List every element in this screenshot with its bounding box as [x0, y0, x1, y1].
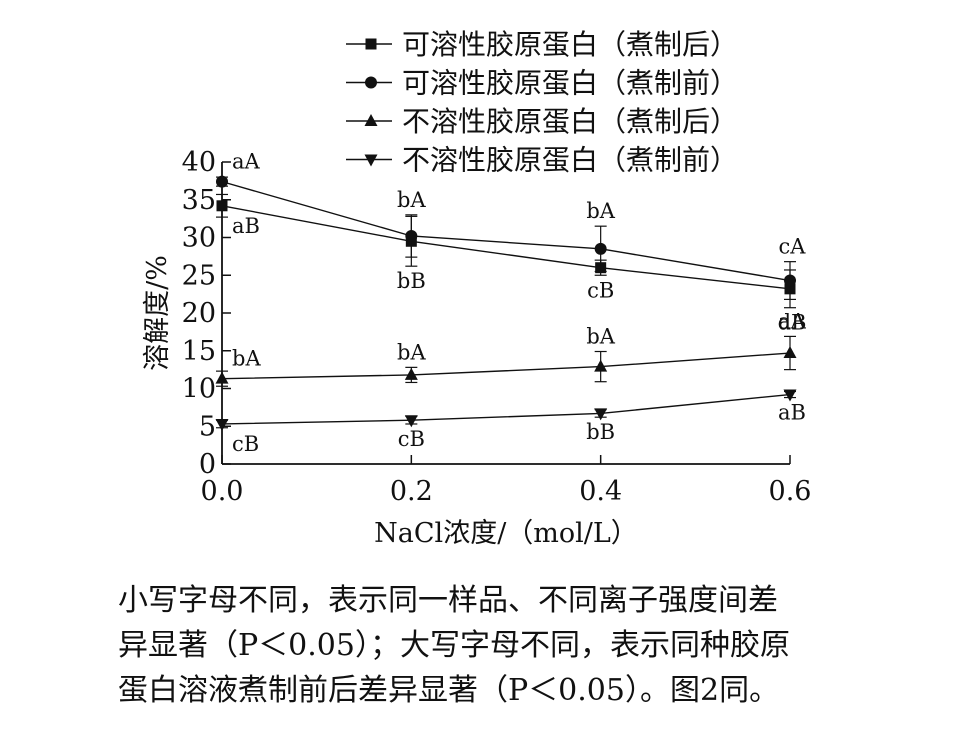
- data-point: [215, 371, 229, 384]
- legend-label: 不溶性胶原蛋白（煮制前）: [402, 144, 738, 177]
- axes: 0 5 10 15 20 25 30 35 40 0.0 0.2 0.4 0.6 NaCl浓度/（mol/…: [142, 147, 811, 549]
- significance-label: bA: [586, 199, 615, 223]
- caption-line-1: 小写字母不同，表示同一样品、不同离子强度间差: [118, 583, 778, 618]
- data-point: [783, 346, 797, 359]
- significance-label: bB: [586, 420, 615, 444]
- significance-label: bA: [397, 188, 426, 212]
- data-point: [215, 418, 229, 431]
- significance-label: bA: [232, 347, 261, 371]
- data-point: [594, 359, 608, 372]
- data-point: [404, 415, 418, 428]
- legend-item-3: 不溶性胶原蛋白（煮制后）: [346, 105, 738, 138]
- data-point: [216, 200, 228, 212]
- significance-label: bA: [397, 340, 426, 364]
- significance-label: cB: [398, 427, 425, 451]
- legend-item-2: 可溶性胶原蛋白（煮制前）: [346, 67, 738, 100]
- significance-label: aA: [778, 309, 807, 333]
- legend-label: 可溶性胶原蛋白（煮制前）: [402, 67, 738, 100]
- significance-label: cB: [232, 432, 259, 456]
- legend-marker: [364, 114, 378, 126]
- y-tick-label: 15: [182, 336, 216, 367]
- data-point: [783, 389, 797, 402]
- series-1: aB bB cB dB: [216, 193, 807, 335]
- y-tick-label: 10: [182, 374, 216, 405]
- significance-label: aA: [232, 150, 261, 174]
- y-tick-label: 30: [182, 223, 216, 254]
- y-tick-label: 0: [199, 449, 216, 480]
- y-tick-label: 35: [182, 185, 216, 216]
- significance-label: bA: [586, 325, 615, 349]
- legend-label: 可溶性胶原蛋白（煮制后）: [402, 28, 738, 61]
- legend-item-1: 可溶性胶原蛋白（煮制后）: [346, 28, 738, 61]
- caption-line-2: 异显著（P＜0.05）；大写字母不同，表示同种胶原: [118, 628, 790, 663]
- x-tick-label: 0.0: [201, 476, 244, 507]
- legend-item-4: 不溶性胶原蛋白（煮制前）: [346, 144, 738, 177]
- significance-label: aB: [778, 401, 806, 425]
- significance-label: dB: [778, 311, 807, 335]
- significance-label: cB: [587, 278, 614, 302]
- series-4: cB cB bB aB: [215, 389, 806, 456]
- data-point: [594, 408, 608, 421]
- data-point: [216, 175, 228, 188]
- caption-line-3: 蛋白溶液煮制前后差异显著（P＜0.05）。图2同。: [118, 673, 780, 708]
- x-tick-label: 0.6: [769, 476, 812, 507]
- y-tick-label: 5: [199, 411, 216, 442]
- series-2: aA bA bA cA: [216, 150, 807, 301]
- y-tick-label: 20: [182, 298, 216, 329]
- significance-label: cA: [779, 235, 807, 259]
- series-line: [221, 180, 791, 282]
- series-line: [221, 205, 791, 290]
- figure-caption: 小写字母不同，表示同一样品、不同离子强度间差 异显著（P＜0.05）；大写字母不…: [118, 578, 918, 713]
- series-3: bA bA bA aA: [215, 309, 807, 387]
- legend-label: 不溶性胶原蛋白（煮制后）: [402, 105, 738, 138]
- y-axis-title: 溶解度/%: [142, 255, 173, 371]
- significance-label: aB: [232, 214, 260, 238]
- x-axis-title: NaCl浓度/（mol/L）: [374, 518, 638, 549]
- legend-marker: [365, 76, 377, 89]
- data-point: [404, 367, 418, 380]
- significance-label: bB: [397, 269, 426, 293]
- data-point: [405, 229, 418, 242]
- y-tick-label: 25: [182, 260, 216, 291]
- series-line: [221, 393, 791, 425]
- legend-marker: [364, 154, 378, 167]
- data-point: [594, 242, 607, 255]
- chart: 0 5 10 15 20 25 30 35 40 0.0 0.2 0.4 0.6 NaCl浓度/（mol/…: [142, 28, 811, 549]
- legend: 可溶性胶原蛋白（煮制后） 可溶性胶原蛋白（煮制前） 不溶性胶原蛋白（煮制后） 不溶性胶…: [346, 28, 738, 177]
- x-tick-label: 0.2: [390, 476, 433, 507]
- y-tick-label: 40: [182, 147, 216, 178]
- legend-marker: [365, 38, 377, 50]
- data-point: [784, 274, 796, 287]
- series-line: [221, 352, 791, 380]
- x-tick-label: 0.4: [579, 476, 622, 507]
